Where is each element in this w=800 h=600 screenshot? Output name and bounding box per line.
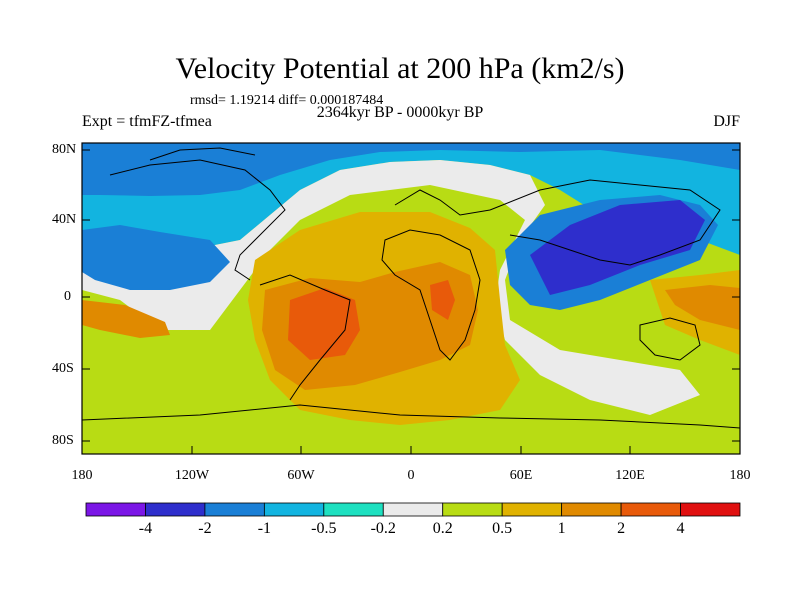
lon-label-60e: 60E	[509, 468, 533, 483]
colorbar-swatch	[620, 502, 681, 517]
lat-label-0: 0	[64, 289, 71, 304]
lon-label-0: 0	[407, 468, 415, 483]
colorbar-swatch	[145, 502, 206, 517]
colorbar-label: 1	[557, 520, 566, 537]
colorbar	[85, 502, 741, 517]
season-label: DJF	[713, 113, 740, 130]
colorbar-swatch	[680, 502, 741, 517]
lon-label-180w: 180	[71, 468, 93, 483]
axis-ticks	[81, 149, 741, 454]
colorbar-label: -1	[257, 520, 272, 537]
colorbar-swatch	[382, 502, 444, 517]
colorbar-label: 2	[617, 520, 626, 537]
lon-label-180e: 180	[729, 468, 751, 483]
contour-field	[82, 143, 740, 454]
colorbar-swatch	[323, 502, 384, 517]
north-america-coast	[109, 159, 286, 281]
colorbar-swatch	[561, 502, 622, 517]
lat-label-40n: 40N	[52, 212, 77, 227]
colorbar-swatch	[442, 502, 503, 517]
south-america-coast	[259, 274, 351, 401]
lat-label-80s: 80S	[52, 433, 74, 448]
lon-label-120e: 120E	[615, 468, 645, 483]
map-title: Velocity Potential at 200 hPa (km2/s)	[175, 52, 625, 85]
colorbar-swatch	[85, 502, 146, 517]
lat-label-80n: 80N	[52, 142, 77, 157]
lon-label-60w: 60W	[287, 468, 315, 483]
colorbar-label: -2	[198, 520, 212, 537]
colorbar-label: -0.2	[370, 520, 396, 537]
colorbar-swatch	[501, 502, 563, 517]
lon-label-120w: 120W	[174, 468, 210, 483]
colorbar-swatch	[204, 502, 265, 517]
experiment-label: Expt = tfmFZ-tfmea	[82, 113, 212, 130]
colorbar-label: 4	[676, 520, 685, 537]
period-label: 2364kyr BP - 0000kyr BP	[316, 104, 484, 121]
africa-coast	[381, 229, 481, 361]
asia-coast	[489, 179, 721, 266]
colorbar-label: 0.5	[492, 520, 513, 537]
australia-coast	[639, 317, 701, 361]
colorbar-label: -0.5	[311, 520, 337, 537]
lat-label-40s: 40S	[52, 361, 74, 376]
colorbar-label: 0.2	[432, 520, 453, 537]
colorbar-label: -4	[138, 520, 153, 537]
coastlines	[82, 147, 740, 429]
colorbar-swatch	[263, 502, 325, 517]
antarctica-coast	[82, 404, 740, 429]
europe-coast	[394, 189, 491, 216]
stats-line: rmsd= 1.19214 diff= 0.000187484	[190, 93, 384, 108]
greenland-arctic-coast	[149, 147, 256, 161]
